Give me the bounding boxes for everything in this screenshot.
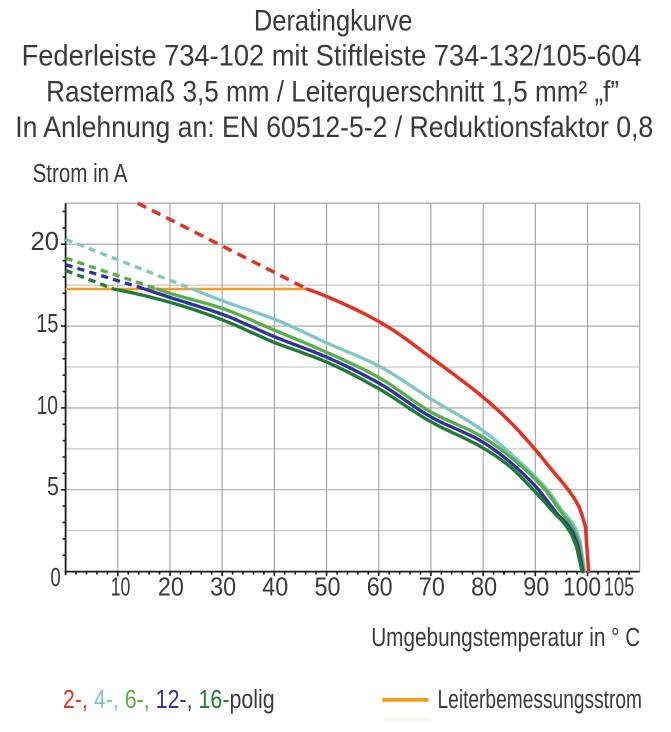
svg-text:90: 90	[523, 574, 549, 602]
svg-text:10: 10	[111, 574, 131, 602]
svg-text:20: 20	[158, 574, 184, 602]
svg-text:Federleiste 734-102 mit Stiftl: Federleiste 734-102 mit Stiftleiste 734-…	[22, 40, 642, 73]
svg-text:60: 60	[367, 574, 393, 602]
svg-text:2-, 4-, 6-, 12-, 16-polig: 2-, 4-, 6-, 12-, 16-polig	[63, 686, 275, 714]
svg-text:Strom in A: Strom in A	[33, 160, 128, 188]
svg-text:20: 20	[31, 228, 60, 256]
svg-text:Deratingkurve: Deratingkurve	[254, 5, 413, 38]
svg-text:Leiterbemessungsstrom: Leiterbemessungsstrom	[438, 686, 643, 714]
svg-text:Rastermaß 3,5 mm / Leiterquers: Rastermaß 3,5 mm / Leiterquerschnitt 1,5…	[46, 76, 619, 109]
svg-text:80: 80	[471, 574, 497, 602]
svg-text:70: 70	[419, 574, 445, 602]
svg-text:Umgebungstemperatur in ° C: Umgebungstemperatur in ° C	[371, 624, 640, 652]
svg-text:15: 15	[36, 310, 58, 338]
svg-text:30: 30	[210, 574, 236, 602]
svg-text:10: 10	[37, 392, 58, 420]
svg-text:105: 105	[604, 574, 634, 602]
svg-text:40: 40	[262, 574, 288, 602]
svg-text:5: 5	[47, 473, 59, 501]
svg-text:100: 100	[563, 574, 601, 602]
svg-text:50: 50	[315, 574, 341, 602]
svg-text:In Anlehnung an: EN 60512-5-2: In Anlehnung an: EN 60512-5-2 / Reduktio…	[15, 111, 653, 144]
svg-text:0: 0	[50, 564, 60, 592]
